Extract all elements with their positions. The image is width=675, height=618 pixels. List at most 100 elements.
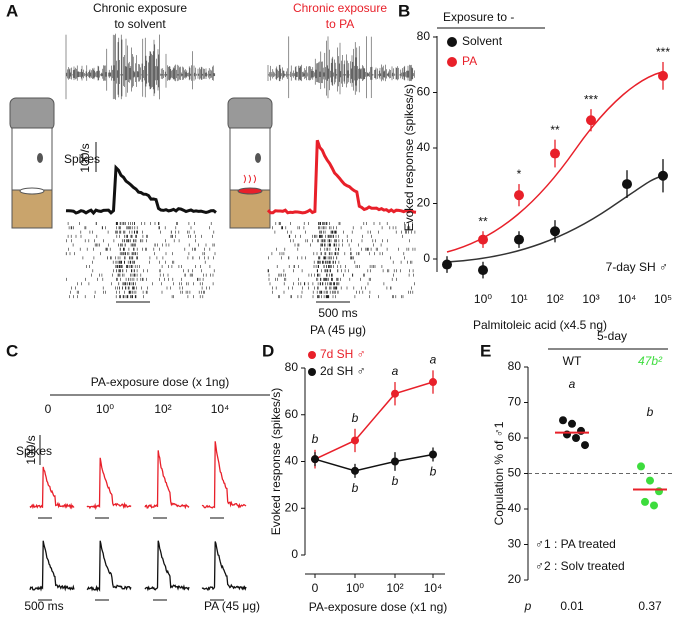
- psth-trace: [65, 164, 217, 216]
- data-point: [563, 430, 571, 439]
- p-value: 0.01: [560, 599, 584, 613]
- y-tick-label: 40: [417, 140, 431, 154]
- significance: **: [550, 123, 560, 137]
- x-tick-label: 10²: [546, 292, 563, 306]
- series-line: [314, 381, 434, 460]
- fit-curve: [446, 71, 663, 253]
- data-point: [622, 179, 632, 190]
- psth-trace: [201, 441, 247, 509]
- y-tick-label: 20: [508, 572, 522, 586]
- data-point: [351, 436, 359, 445]
- x-tick-label: 10⁰: [474, 292, 492, 306]
- panel-label: A: [6, 1, 18, 20]
- y-tick-label: 50: [508, 466, 522, 480]
- data-point: [391, 457, 399, 466]
- data-point: [514, 190, 524, 201]
- psth-trace: [144, 540, 190, 592]
- dose-label: 10⁰: [96, 402, 114, 416]
- annotation: 7-day SH ♂: [606, 260, 668, 274]
- raster: [267, 222, 416, 299]
- dose-label: 10⁴: [211, 402, 230, 416]
- data-point: [655, 487, 663, 496]
- significance: ***: [656, 45, 670, 59]
- legend-label: 2d SH ♂: [320, 364, 366, 378]
- data-point: [572, 434, 580, 442]
- data-point: [559, 416, 567, 425]
- significance: ***: [584, 92, 598, 106]
- x-axis-label: PA-exposure dose (x1 ng): [309, 600, 448, 614]
- y-tick-label: 30: [508, 537, 522, 551]
- psth-trace: [29, 540, 75, 592]
- psth-trace: [29, 466, 75, 510]
- psth-trace: [266, 139, 417, 215]
- data-point: [351, 466, 359, 475]
- data-point: [658, 70, 668, 81]
- psth-trace: [86, 457, 132, 511]
- psth-trace: [144, 450, 190, 510]
- y-tick-label: 60: [417, 85, 431, 99]
- letter: a: [569, 377, 576, 391]
- legend-label: Solvent: [462, 34, 503, 48]
- data-point: [641, 497, 649, 506]
- y-tick-label: 80: [285, 360, 299, 374]
- category-label: 47b²: [638, 354, 663, 368]
- time-scale: 500 ms: [318, 306, 357, 320]
- stimulus-label: PA (45 μg): [204, 599, 260, 613]
- data-point: [550, 226, 560, 237]
- dose-label: 0: [45, 402, 52, 416]
- panel-label: C: [6, 341, 18, 360]
- raster: [65, 222, 216, 299]
- y-tick-label: 20: [285, 500, 299, 514]
- scale-label: 100/s: [78, 143, 92, 172]
- panel-title: PA-exposure dose (x 1ng): [91, 375, 230, 389]
- stimulus-label: PA (45 μg): [310, 323, 366, 337]
- significance: *: [517, 167, 522, 181]
- panel-label: E: [480, 341, 491, 360]
- legend-label: PA: [462, 54, 477, 68]
- p-value: 0.37: [638, 599, 662, 613]
- data-point: [478, 234, 488, 245]
- data-point: [478, 265, 488, 276]
- trace-title: Chronic exposure: [93, 1, 187, 15]
- category-label: WT: [563, 354, 582, 368]
- y-tick-label: 80: [508, 359, 522, 373]
- data-point: [577, 426, 585, 435]
- legend-title: Exposure to -: [443, 10, 514, 24]
- psth-trace: [201, 541, 247, 592]
- y-tick-label: 0: [291, 547, 298, 561]
- x-tick-label: 10⁰: [346, 581, 364, 595]
- psth-trace: [86, 540, 132, 593]
- letter: b: [352, 411, 359, 425]
- x-axis-label: Palmitoleic acid (x4.5 ng): [473, 318, 607, 332]
- legend-label: ♂2 : Solv treated: [535, 559, 625, 573]
- panel-label: D: [262, 341, 274, 360]
- data-point: [311, 455, 319, 464]
- data-point: [391, 389, 399, 398]
- scale-label: 100/s: [24, 435, 38, 464]
- data-point: [581, 441, 589, 450]
- letter: b: [352, 481, 359, 495]
- data-point: [429, 450, 437, 459]
- data-point: [637, 462, 645, 471]
- vial-icon: [227, 97, 273, 229]
- data-point: [429, 378, 437, 387]
- trace-title: to solvent: [114, 17, 166, 31]
- data-point: [568, 419, 576, 428]
- letter: b: [392, 474, 399, 488]
- trace-title: to PA: [326, 17, 354, 31]
- y-tick-label: 20: [417, 196, 431, 210]
- letter: b: [312, 432, 319, 446]
- letter: b: [430, 465, 437, 479]
- panel-label: B: [398, 1, 410, 20]
- y-axis-label: Copulation % of ♂1: [492, 421, 506, 525]
- x-tick-label: 10¹: [510, 292, 527, 306]
- legend-marker: [447, 57, 457, 67]
- x-tick-label: 10⁴: [424, 581, 443, 595]
- y-tick-label: 60: [508, 430, 522, 444]
- data-point: [442, 259, 452, 270]
- legend-marker: [308, 368, 316, 376]
- letter: b: [647, 405, 654, 419]
- time-scale: 500 ms: [24, 599, 63, 613]
- x-tick-label: 0: [312, 581, 319, 595]
